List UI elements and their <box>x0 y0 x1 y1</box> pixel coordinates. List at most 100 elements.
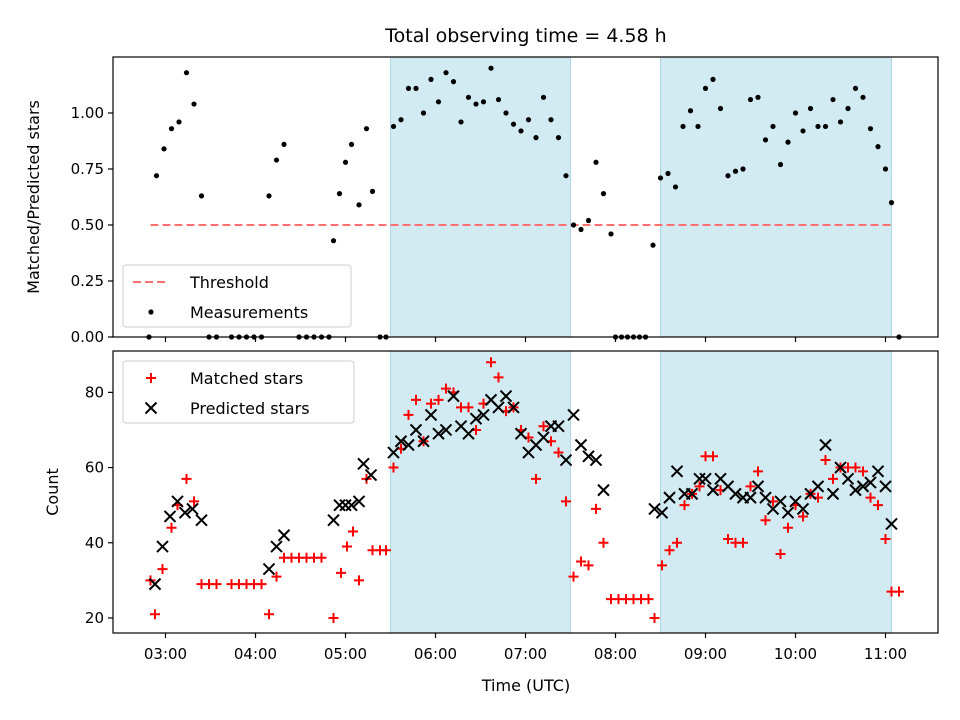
predicted-star-point <box>885 517 898 531</box>
bottom-panel-counts: 20 40 60 80 03:00 04:00 05:00 06:00 07:00 08:00 09… <box>43 350 939 663</box>
legend-label: Threshold <box>189 273 269 292</box>
measurement-point <box>593 159 599 165</box>
measurement-point <box>555 135 562 141</box>
measurement-point <box>183 70 190 76</box>
matched-star-point <box>873 500 883 511</box>
x-tick-label: 03:00 <box>144 645 187 663</box>
matched-star-point <box>531 473 541 484</box>
measurement-point <box>330 238 337 244</box>
matched-star-point <box>328 612 339 623</box>
measurement-point <box>747 96 754 103</box>
predicted-star-point <box>589 453 603 467</box>
x-tick-label: 06:00 <box>414 645 457 663</box>
measurement-point <box>672 184 679 190</box>
matched-star-point <box>798 511 808 522</box>
measurement-point <box>815 123 821 130</box>
legend: Matched stars Predicted stars <box>122 360 355 424</box>
predicted-star-point <box>759 491 772 504</box>
measurement-point <box>740 166 746 172</box>
measurement-point <box>473 101 479 107</box>
predicted-star-point <box>394 435 408 448</box>
measurement-point <box>570 222 577 228</box>
predicted-star-point <box>796 502 810 516</box>
predicted-star-point <box>439 423 453 437</box>
measurement-point <box>777 161 784 168</box>
predicted-star-point <box>364 468 378 482</box>
predicted-star-point <box>477 408 490 422</box>
measurement-point <box>852 85 859 91</box>
measurement-point <box>830 96 836 103</box>
matched-star-point <box>783 522 793 533</box>
measurement-point <box>480 99 487 105</box>
matched-star-point <box>181 473 192 484</box>
measurement-point <box>800 128 806 134</box>
predicted-star-point <box>774 495 787 508</box>
predicted-star-point <box>492 401 505 414</box>
matched-star-point <box>403 409 414 420</box>
predicted-star-point <box>402 438 415 452</box>
predicted-star-point <box>574 438 588 452</box>
predicted-star-point <box>841 472 855 486</box>
legend-box <box>122 264 352 328</box>
measurement-point <box>435 99 442 105</box>
predicted-star-point <box>409 423 423 437</box>
matched-star-point <box>694 481 705 492</box>
measurement-point <box>710 76 716 82</box>
matched-star-point <box>820 455 831 466</box>
matched-star-point <box>561 496 571 507</box>
predicted-star-point <box>432 427 445 440</box>
predicted-star-point <box>537 431 550 444</box>
matched-star-point <box>264 609 274 620</box>
x-tick-label: 11:00 <box>864 645 907 663</box>
x-tick-label: 10:00 <box>774 645 817 663</box>
predicted-star-point <box>178 506 192 519</box>
predicted-star-point <box>879 480 892 493</box>
measurement-point <box>845 105 851 112</box>
observing-window <box>660 56 892 338</box>
measurement-point <box>680 123 686 130</box>
measurement-point <box>198 193 205 199</box>
matched-star-point <box>463 402 474 413</box>
measurement-point <box>363 126 370 132</box>
legend-measurements-swatch <box>148 309 154 315</box>
matched-star-point <box>157 564 168 575</box>
measurement-point <box>336 191 343 197</box>
measurement-point <box>867 126 874 132</box>
y-tick-label: 0.75 <box>71 160 104 178</box>
measurement-point <box>875 144 881 150</box>
predicted-star-point <box>357 457 370 471</box>
chart-title: Total observing time = 4.58 h <box>384 25 666 47</box>
legend: Threshold Measurements <box>122 264 352 328</box>
predicted-star-point <box>597 483 610 497</box>
matched-star-point <box>486 357 496 368</box>
legend-label: Matched stars <box>190 369 303 388</box>
predicted-star-point <box>781 506 795 519</box>
measurement-point <box>356 202 362 208</box>
measurement-point <box>717 105 724 112</box>
y-tick-label: 1.00 <box>71 104 104 122</box>
predicted-star-point <box>670 465 684 478</box>
predicted-star-point <box>871 465 885 478</box>
predicted-star-point <box>345 498 358 512</box>
matched-star-point <box>538 421 549 432</box>
predicted-star-point <box>462 427 475 440</box>
matched-star-point <box>672 537 682 548</box>
measurement-point <box>390 123 397 130</box>
predicted-star-point <box>729 487 742 501</box>
matched-star-point <box>723 534 733 544</box>
measurement-point <box>882 166 889 172</box>
measurement-point <box>348 141 355 147</box>
matched-star-point <box>738 537 748 548</box>
matched-star-point <box>664 545 675 556</box>
matched-star-point <box>760 515 771 526</box>
measurement-point <box>153 173 160 179</box>
legend-box <box>122 360 355 424</box>
matched-star-point <box>753 466 763 477</box>
predicted-star-point <box>751 480 765 493</box>
matched-star-point <box>493 372 504 383</box>
predicted-star-point <box>552 419 565 433</box>
measurement-point <box>822 123 829 130</box>
measurement-point <box>273 157 280 163</box>
matched-star-point <box>657 560 667 571</box>
measurement-point <box>428 76 434 82</box>
